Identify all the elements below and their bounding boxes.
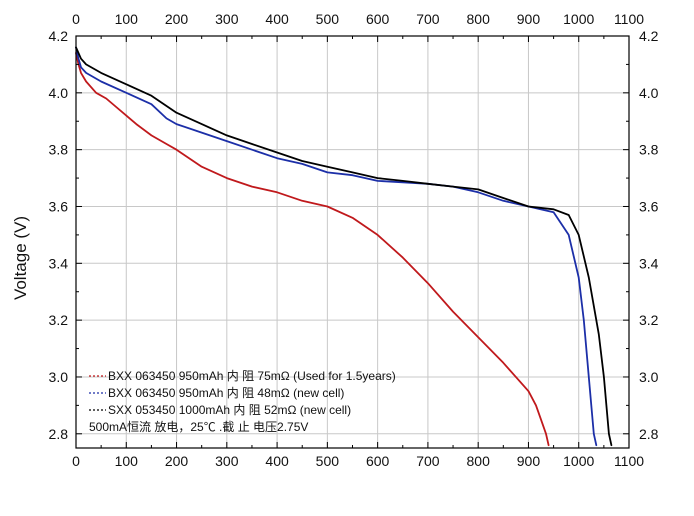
y-tick-label-right: 3.2 [639,312,659,328]
x-tick-label-bottom: 1100 [614,453,644,469]
y-tick-label-right: 2.8 [639,426,659,442]
y-tick-label-right: 3.4 [639,255,659,271]
x-tick-label-top: 700 [416,11,440,27]
y-tick-label-left: 3.8 [49,142,69,158]
x-tick-label-top: 0 [72,11,80,27]
y-tick-label-left: 4.2 [49,28,69,44]
x-tick-label-bottom: 500 [316,453,340,469]
x-tick-label-bottom: 200 [165,453,189,469]
legend-entry-3: SXX 053450 1000mAh 内 阻 52mΩ (new cell) [108,403,351,417]
series-lines [75,46,613,447]
x-tick-label-top: 200 [165,11,189,27]
x-tick-label-bottom: 400 [265,453,289,469]
plot-frame [75,35,630,449]
legend-note: 500mA恒流 放电，25℃ .截 止 电压2.75V [89,419,308,434]
y-tick-label-right: 3.8 [639,142,659,158]
x-tick-label-top: 900 [517,11,541,27]
x-tick-label-bottom: 900 [517,453,541,469]
y-tick-label-left: 4.0 [49,85,69,101]
x-tick-label-top: 1100 [614,11,644,27]
x-tick-label-top: 100 [115,11,139,27]
y-tick-label-left: 3.6 [49,198,69,214]
x-tick-label-top: 500 [316,11,340,27]
x-tick-label-bottom: 100 [115,453,139,469]
x-tick-label-bottom: 600 [366,453,390,469]
y-tick-label-left: 3.4 [49,255,69,271]
y-tick-label-right: 3.0 [639,369,659,385]
x-tick-label-bottom: 0 [72,453,80,469]
series-line-1 [75,52,550,447]
y-axis-title: Voltage (V) [11,216,30,300]
y-tick-label-left: 3.2 [49,312,69,328]
x-tick-label-bottom: 300 [215,453,239,469]
legend: BXX 063450 950mAh 内 阻 75mΩ (Used for 1.5… [89,369,396,434]
x-tick-label-top: 400 [265,11,289,27]
x-tick-label-top: 600 [366,11,390,27]
legend-entry-1: BXX 063450 950mAh 内 阻 75mΩ (Used for 1.5… [108,369,396,383]
legend-entry-2: BXX 063450 950mAh 内 阻 48mΩ (new cell) [108,386,344,400]
x-tick-label-top: 300 [215,11,239,27]
y-tick-label-left: 2.8 [49,426,69,442]
x-tick-label-top: 800 [467,11,491,27]
y-tick-label-right: 3.6 [639,198,659,214]
tick-labels: 0 0 100 100 200 200 300 300 400 400 500 500 600 600 70… [49,11,659,469]
series-line-3 [75,46,613,447]
x-tick-label-top: 1000 [563,11,594,27]
x-tick-label-bottom: 700 [416,453,440,469]
y-tick-label-right: 4.2 [639,28,659,44]
x-tick-label-bottom: 1000 [563,453,594,469]
series-line-2 [75,46,598,447]
y-tick-label-left: 3.0 [49,369,69,385]
y-tick-label-right: 4.0 [639,85,659,101]
x-tick-label-bottom: 800 [467,453,491,469]
